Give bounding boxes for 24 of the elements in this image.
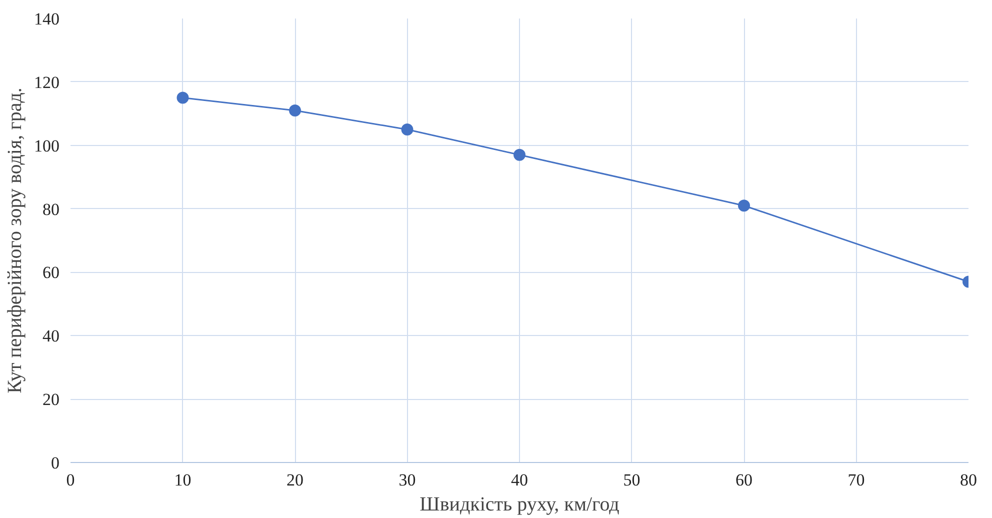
y-tick-label: 60 (42, 263, 60, 282)
x-tick-label: 60 (736, 470, 752, 490)
y-tick-label: 140 (34, 10, 60, 28)
y-tick-label: 20 (42, 390, 60, 410)
x-tick-label: 10 (174, 470, 192, 490)
x-tick-label: 80 (960, 470, 977, 490)
x-tick-label: 40 (511, 470, 528, 490)
y-tick-label: 120 (34, 72, 60, 92)
point (738, 200, 750, 212)
x-tick-label: 70 (848, 470, 865, 490)
point (401, 124, 414, 136)
x-tick-label: 20 (286, 470, 304, 490)
x-tick-label: 0 (66, 470, 75, 490)
y-tick-label: 0 (51, 454, 60, 472)
y-tick-label: 80 (42, 200, 60, 219)
point (514, 148, 526, 161)
y-tick-label: 40 (42, 326, 60, 346)
y-axis-title: Кут периферійного зору водія, град. (4, 88, 26, 394)
x-tick-label: 30 (398, 470, 416, 490)
point (289, 104, 301, 116)
x-axis-title: Швидкість руху, км/год (420, 494, 620, 516)
x-tick-label: 50 (623, 470, 640, 490)
point (176, 92, 189, 104)
y-tick-label: 100 (34, 136, 60, 156)
